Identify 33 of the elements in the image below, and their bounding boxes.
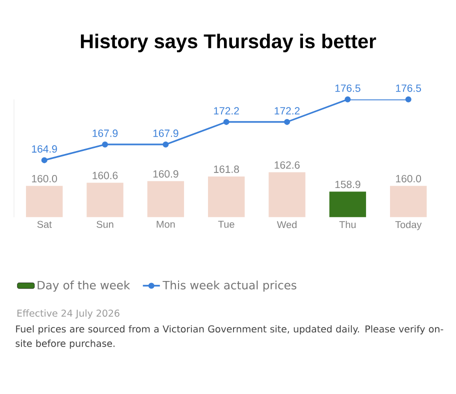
data-label: 158.9 — [335, 180, 360, 188]
chart-title: History says Thursday is better — [80, 34, 376, 52]
text: Fuel prices are sourced from a Victorian Government site, updated daily. Please verify on-site before purchase. — [16, 325, 444, 349]
data-label: 160.0 — [32, 174, 58, 182]
legend-label: This week actual prices — [162, 280, 296, 292]
data-label: 164.9 — [32, 145, 57, 153]
data-label: 176.5 — [335, 84, 360, 92]
x-tick-label: Wed — [276, 220, 297, 228]
data-label: 161.8 — [214, 166, 239, 173]
text: Effective 24 July 2026 — [17, 309, 120, 319]
point — [284, 118, 290, 125]
data-label: 167.9 — [153, 130, 178, 137]
data-label: 160.6 — [92, 172, 118, 180]
data-label: 172.2 — [214, 107, 239, 114]
x-tick-label: Thu — [339, 220, 356, 228]
x-tick-label: Mon — [156, 220, 175, 228]
point — [41, 157, 48, 164]
data-label: 167.9 — [92, 130, 118, 137]
data-label: 160.0 — [396, 174, 422, 182]
x-tick-label: Sat — [37, 220, 52, 228]
point — [344, 96, 351, 102]
x-tick-label: Today — [395, 220, 422, 230]
point — [405, 96, 412, 102]
point — [102, 141, 108, 148]
legend-label: Day of the week — [38, 280, 130, 292]
data-label: 172.2 — [274, 107, 300, 114]
x-tick-label: Tue — [218, 220, 234, 228]
point — [223, 118, 230, 125]
x-tick-label: Sun — [96, 220, 114, 228]
data-label: 160.9 — [153, 170, 178, 178]
point — [162, 141, 169, 148]
data-label: 162.6 — [274, 161, 300, 169]
data-label: 176.5 — [396, 84, 422, 92]
